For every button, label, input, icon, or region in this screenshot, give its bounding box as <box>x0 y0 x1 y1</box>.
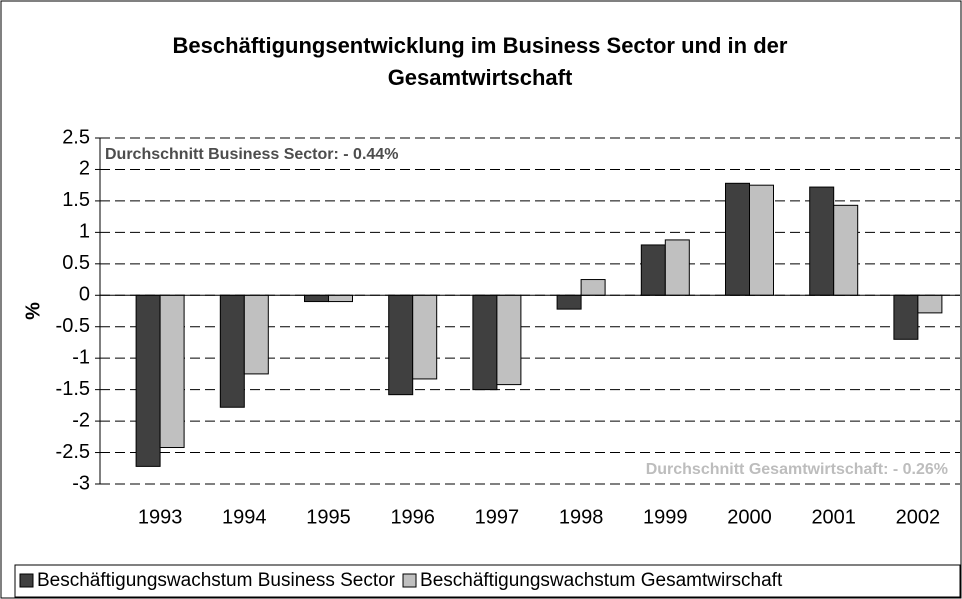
bar <box>243 294 269 375</box>
y-tick-label: 0.5 <box>62 252 90 274</box>
bar <box>580 279 606 296</box>
bar <box>412 294 438 380</box>
bar <box>556 294 582 310</box>
legend-swatch <box>402 573 417 588</box>
y-tick-label: -2.5 <box>56 441 90 463</box>
bar <box>135 294 161 467</box>
bar <box>219 294 245 408</box>
bar <box>472 294 498 391</box>
y-tick-label: -1.5 <box>56 378 90 400</box>
bar <box>496 294 522 386</box>
x-tick-label: 1998 <box>559 506 604 528</box>
x-tick-label: 1995 <box>306 506 351 528</box>
x-tick-label: 1994 <box>222 506 267 528</box>
bar <box>664 239 690 296</box>
x-tick-label: 1997 <box>475 506 520 528</box>
x-tick-label: 1993 <box>138 506 183 528</box>
legend-swatch <box>19 573 34 588</box>
bar <box>725 182 750 296</box>
bar <box>304 294 329 303</box>
legend-label: Beschäftigungswachstum Business Sector <box>37 570 396 591</box>
y-tick-label: -1 <box>72 346 90 368</box>
bar <box>749 184 774 296</box>
bar <box>159 294 185 449</box>
x-tick-label: 1996 <box>390 506 435 528</box>
bar <box>328 294 353 303</box>
bar <box>917 294 943 314</box>
bar <box>833 204 859 296</box>
annotation: Durchschnitt Business Sector: - 0.44% <box>105 146 398 163</box>
y-axis-label: % <box>22 302 44 320</box>
x-tick-label: 2001 <box>811 506 856 528</box>
y-tick-label: -2 <box>72 409 90 431</box>
y-tick-label: 1.5 <box>62 189 90 211</box>
y-tick-label: 2 <box>79 158 90 180</box>
chart-title: Beschäftigungsentwicklung im Business Se… <box>172 33 788 90</box>
y-tick-label: -3 <box>72 472 90 494</box>
bar <box>640 244 666 296</box>
bar <box>809 186 835 296</box>
y-tick-label: -0.5 <box>56 315 90 337</box>
x-tick-label: 2002 <box>896 506 941 528</box>
x-tick-label: 1999 <box>643 506 688 528</box>
bar <box>388 294 414 396</box>
y-tick-label: 1 <box>79 221 90 243</box>
bar <box>893 294 919 340</box>
x-tick-label: 2000 <box>727 506 772 528</box>
legend-label: Beschäftigungswachstum Gesamtwirschaft <box>420 570 783 591</box>
y-tick-label: 0 <box>79 284 90 306</box>
annotation: Durchschnitt Gesamtwirtschaft: - 0.26% <box>646 461 948 478</box>
legend-box <box>14 564 961 598</box>
y-tick-label: 2.5 <box>62 126 90 148</box>
